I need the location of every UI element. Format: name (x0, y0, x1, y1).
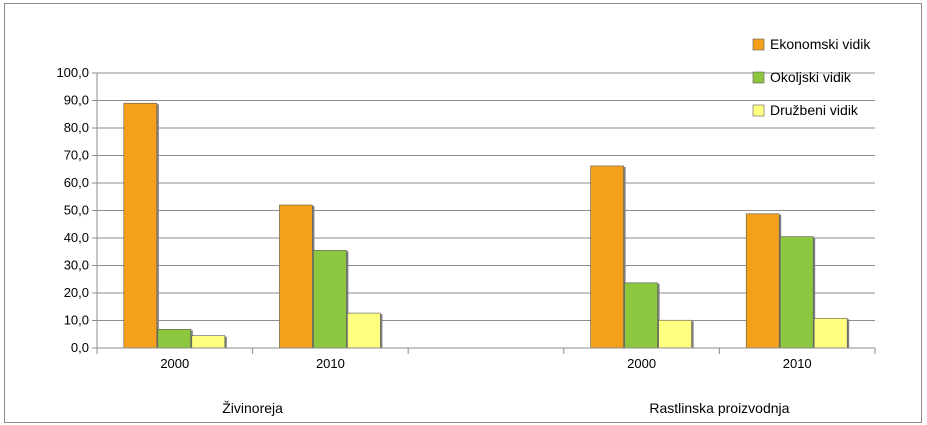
y-tick-label: 40,0 (64, 230, 89, 245)
x-category-label: 2000 (627, 356, 656, 371)
bar (191, 335, 226, 349)
y-tick-label: 20,0 (64, 285, 89, 300)
axes: 0,0 10,0 20,0 30,0 40,0 50,0 60,0 70,0 80,0 90,0 1… (56, 65, 876, 416)
bar (123, 102, 158, 349)
legend-label: Okoljski vidik (770, 69, 852, 85)
y-tick-label: 80,0 (64, 120, 89, 135)
x-group-label: Rastlinska proizvodnja (649, 400, 789, 416)
y-tick-label: 30,0 (64, 258, 89, 273)
legend-swatch (752, 38, 765, 51)
x-group-label: Živinoreja (222, 400, 283, 416)
y-tick-label: 60,0 (64, 175, 89, 190)
legend: Ekonomski vidik Okoljski vidik Družbeni vi… (752, 36, 871, 118)
legend-label: Družbeni vidik (770, 102, 859, 118)
bars (123, 102, 850, 349)
bar (813, 317, 848, 349)
bar (347, 312, 381, 349)
x-category-label: 2010 (783, 356, 812, 371)
bar (590, 165, 624, 349)
y-tick-label: 100,0 (56, 65, 89, 80)
x-category-label: 2000 (160, 356, 189, 371)
legend-label: Ekonomski vidik (770, 36, 871, 52)
bar (313, 250, 347, 349)
y-tick-label: 50,0 (64, 203, 89, 218)
bar (279, 204, 313, 349)
legend-swatch (752, 71, 765, 84)
y-tick-label: 70,0 (64, 148, 89, 163)
legend-swatch (752, 104, 765, 117)
bar (779, 236, 814, 349)
y-tick-label: 90,0 (64, 93, 89, 108)
bar (745, 213, 780, 349)
bar (658, 319, 692, 349)
y-tick-label: 0,0 (71, 340, 89, 355)
bar (157, 328, 192, 349)
gridlines (97, 72, 875, 321)
chart-container: 0,0 10,0 20,0 30,0 40,0 50,0 60,0 70,0 80,0 90,0 1… (4, 3, 922, 423)
bar (624, 282, 658, 349)
x-category-label: 2010 (316, 356, 345, 371)
bar-chart: 0,0 10,0 20,0 30,0 40,0 50,0 60,0 70,0 80,0 90,0 1… (56, 36, 876, 416)
y-tick-label: 10,0 (64, 313, 89, 328)
